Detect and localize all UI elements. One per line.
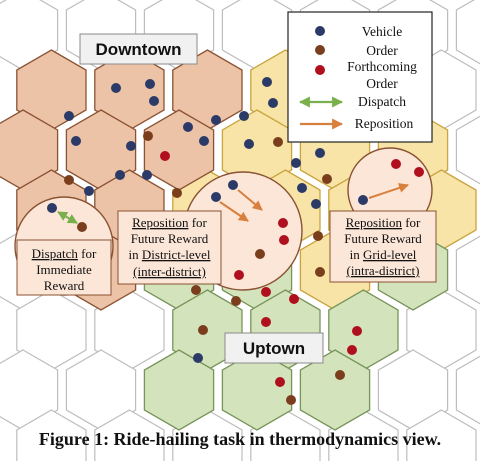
- vehicle-marker: [244, 139, 254, 149]
- legend-forthcoming-icon: [315, 65, 325, 75]
- vehicle-marker: [311, 199, 321, 209]
- svg-text:(inter-district): (inter-district): [133, 264, 206, 279]
- hex-cell: [455, 115, 480, 185]
- vehicle-marker: [315, 148, 325, 158]
- zoom-vehicle-marker: [47, 203, 57, 213]
- district-reposition-callout-box: Reposition for Future Reward in District…: [117, 210, 222, 285]
- legend-order-label: Order: [366, 43, 398, 58]
- order-marker: [313, 231, 323, 241]
- legend-reposition-label: Reposition: [355, 116, 414, 131]
- vehicle-marker: [115, 170, 125, 180]
- order-marker: [231, 296, 241, 306]
- svg-text:Dispatch for: Dispatch for: [32, 246, 97, 261]
- svg-text:Reward: Reward: [44, 278, 85, 293]
- forthcoming-order-marker: [261, 317, 271, 327]
- zoom-vehicle-marker: [211, 192, 221, 202]
- vehicle-marker: [193, 353, 203, 363]
- order-marker: [335, 370, 345, 380]
- figure-caption: Figure 1: Ride-hailing task in thermodyn…: [38, 429, 442, 449]
- zoom-order-marker: [255, 249, 265, 259]
- vehicle-marker: [64, 111, 74, 121]
- forthcoming-order-marker: [352, 326, 362, 336]
- vehicle-marker: [126, 141, 136, 151]
- order-marker: [315, 267, 325, 277]
- zoom-dispatch-arrow: [57, 211, 78, 224]
- order-marker: [198, 325, 208, 335]
- legend-vehicle-label: Vehicle: [362, 24, 402, 39]
- vehicle-marker: [183, 122, 193, 132]
- uptown-region-label: Uptown: [224, 332, 324, 364]
- hex-cell: [299, 349, 371, 431]
- vehicle-marker: [297, 183, 307, 193]
- zoom-forthcoming-marker: [391, 159, 401, 169]
- svg-text:Downtown: Downtown: [96, 40, 182, 59]
- vehicle-marker: [239, 111, 249, 121]
- legend-forthcoming-label-2: Order: [366, 76, 398, 91]
- zoom-forthcoming-marker: [234, 270, 244, 280]
- forthcoming-order-marker: [275, 377, 285, 387]
- order-marker: [191, 285, 201, 295]
- hex-cell: [221, 349, 293, 431]
- grid-reposition-callout-box: Reposition for Future Reward in Grid-lev…: [329, 210, 437, 283]
- dispatch-callout-box: Dispatch for Immediate Reward: [16, 239, 112, 296]
- svg-text:in District-level: in District-level: [129, 247, 211, 262]
- vehicle-marker: [262, 77, 272, 87]
- hex-cell: [16, 409, 87, 461]
- vehicle-marker: [149, 96, 159, 106]
- svg-text:(intra-district): (intra-district): [347, 263, 420, 278]
- forthcoming-order-marker: [261, 287, 271, 297]
- forthcoming-order-marker: [160, 151, 170, 161]
- zoom-reposition-arrow: [237, 189, 263, 211]
- hex-cell: [94, 409, 165, 461]
- hex-cell: [455, 355, 480, 425]
- markers-layer: [64, 77, 362, 405]
- zoom-reposition-arrow: [368, 183, 409, 199]
- legend-vehicle-icon: [315, 26, 325, 36]
- order-marker: [172, 188, 182, 198]
- order-marker: [273, 137, 283, 147]
- order-marker: [322, 174, 332, 184]
- zoom-vehicle-marker: [228, 180, 238, 190]
- forthcoming-order-marker: [347, 345, 357, 355]
- vehicle-marker: [145, 79, 155, 89]
- vehicle-marker: [268, 98, 278, 108]
- legend: Vehicle Order Forthcoming Order Dispatch…: [287, 11, 433, 143]
- vehicle-marker: [84, 186, 94, 196]
- order-marker: [64, 175, 74, 185]
- legend-order-icon: [315, 45, 325, 55]
- hex-cell: [406, 409, 477, 461]
- vehicle-marker: [111, 83, 121, 93]
- vehicle-marker: [199, 136, 209, 146]
- svg-text:Future Reward: Future Reward: [344, 231, 422, 246]
- order-marker: [286, 395, 296, 405]
- hex-cell: [143, 349, 215, 431]
- zoom-order-marker: [77, 222, 87, 232]
- svg-text:Immediate: Immediate: [36, 262, 92, 277]
- hex-cell: [455, 235, 480, 305]
- downtown-region-label: Downtown: [79, 33, 198, 65]
- vehicle-marker: [142, 170, 152, 180]
- hex-cell: [455, 0, 480, 65]
- zoom-forthcoming-marker: [278, 218, 288, 228]
- zoom-forthcoming-marker: [414, 167, 424, 177]
- forthcoming-order-marker: [289, 294, 299, 304]
- svg-text:Future Reward: Future Reward: [131, 231, 209, 246]
- vehicle-marker: [71, 136, 81, 146]
- zoom-vehicle-marker: [358, 195, 368, 205]
- legend-dispatch-label: Dispatch: [358, 94, 406, 109]
- svg-text:Reposition for: Reposition for: [346, 215, 421, 230]
- zoom-reposition-arrow: [219, 201, 249, 222]
- zoom-forthcoming-marker: [279, 235, 289, 245]
- legend-forthcoming-label-1: Forthcoming: [347, 59, 417, 74]
- order-marker: [143, 131, 153, 141]
- vehicle-marker: [291, 158, 301, 168]
- svg-text:in Grid-level: in Grid-level: [350, 247, 417, 262]
- svg-text:Reposition for: Reposition for: [132, 215, 207, 230]
- vehicle-marker: [211, 115, 221, 125]
- svg-text:Uptown: Uptown: [243, 339, 305, 358]
